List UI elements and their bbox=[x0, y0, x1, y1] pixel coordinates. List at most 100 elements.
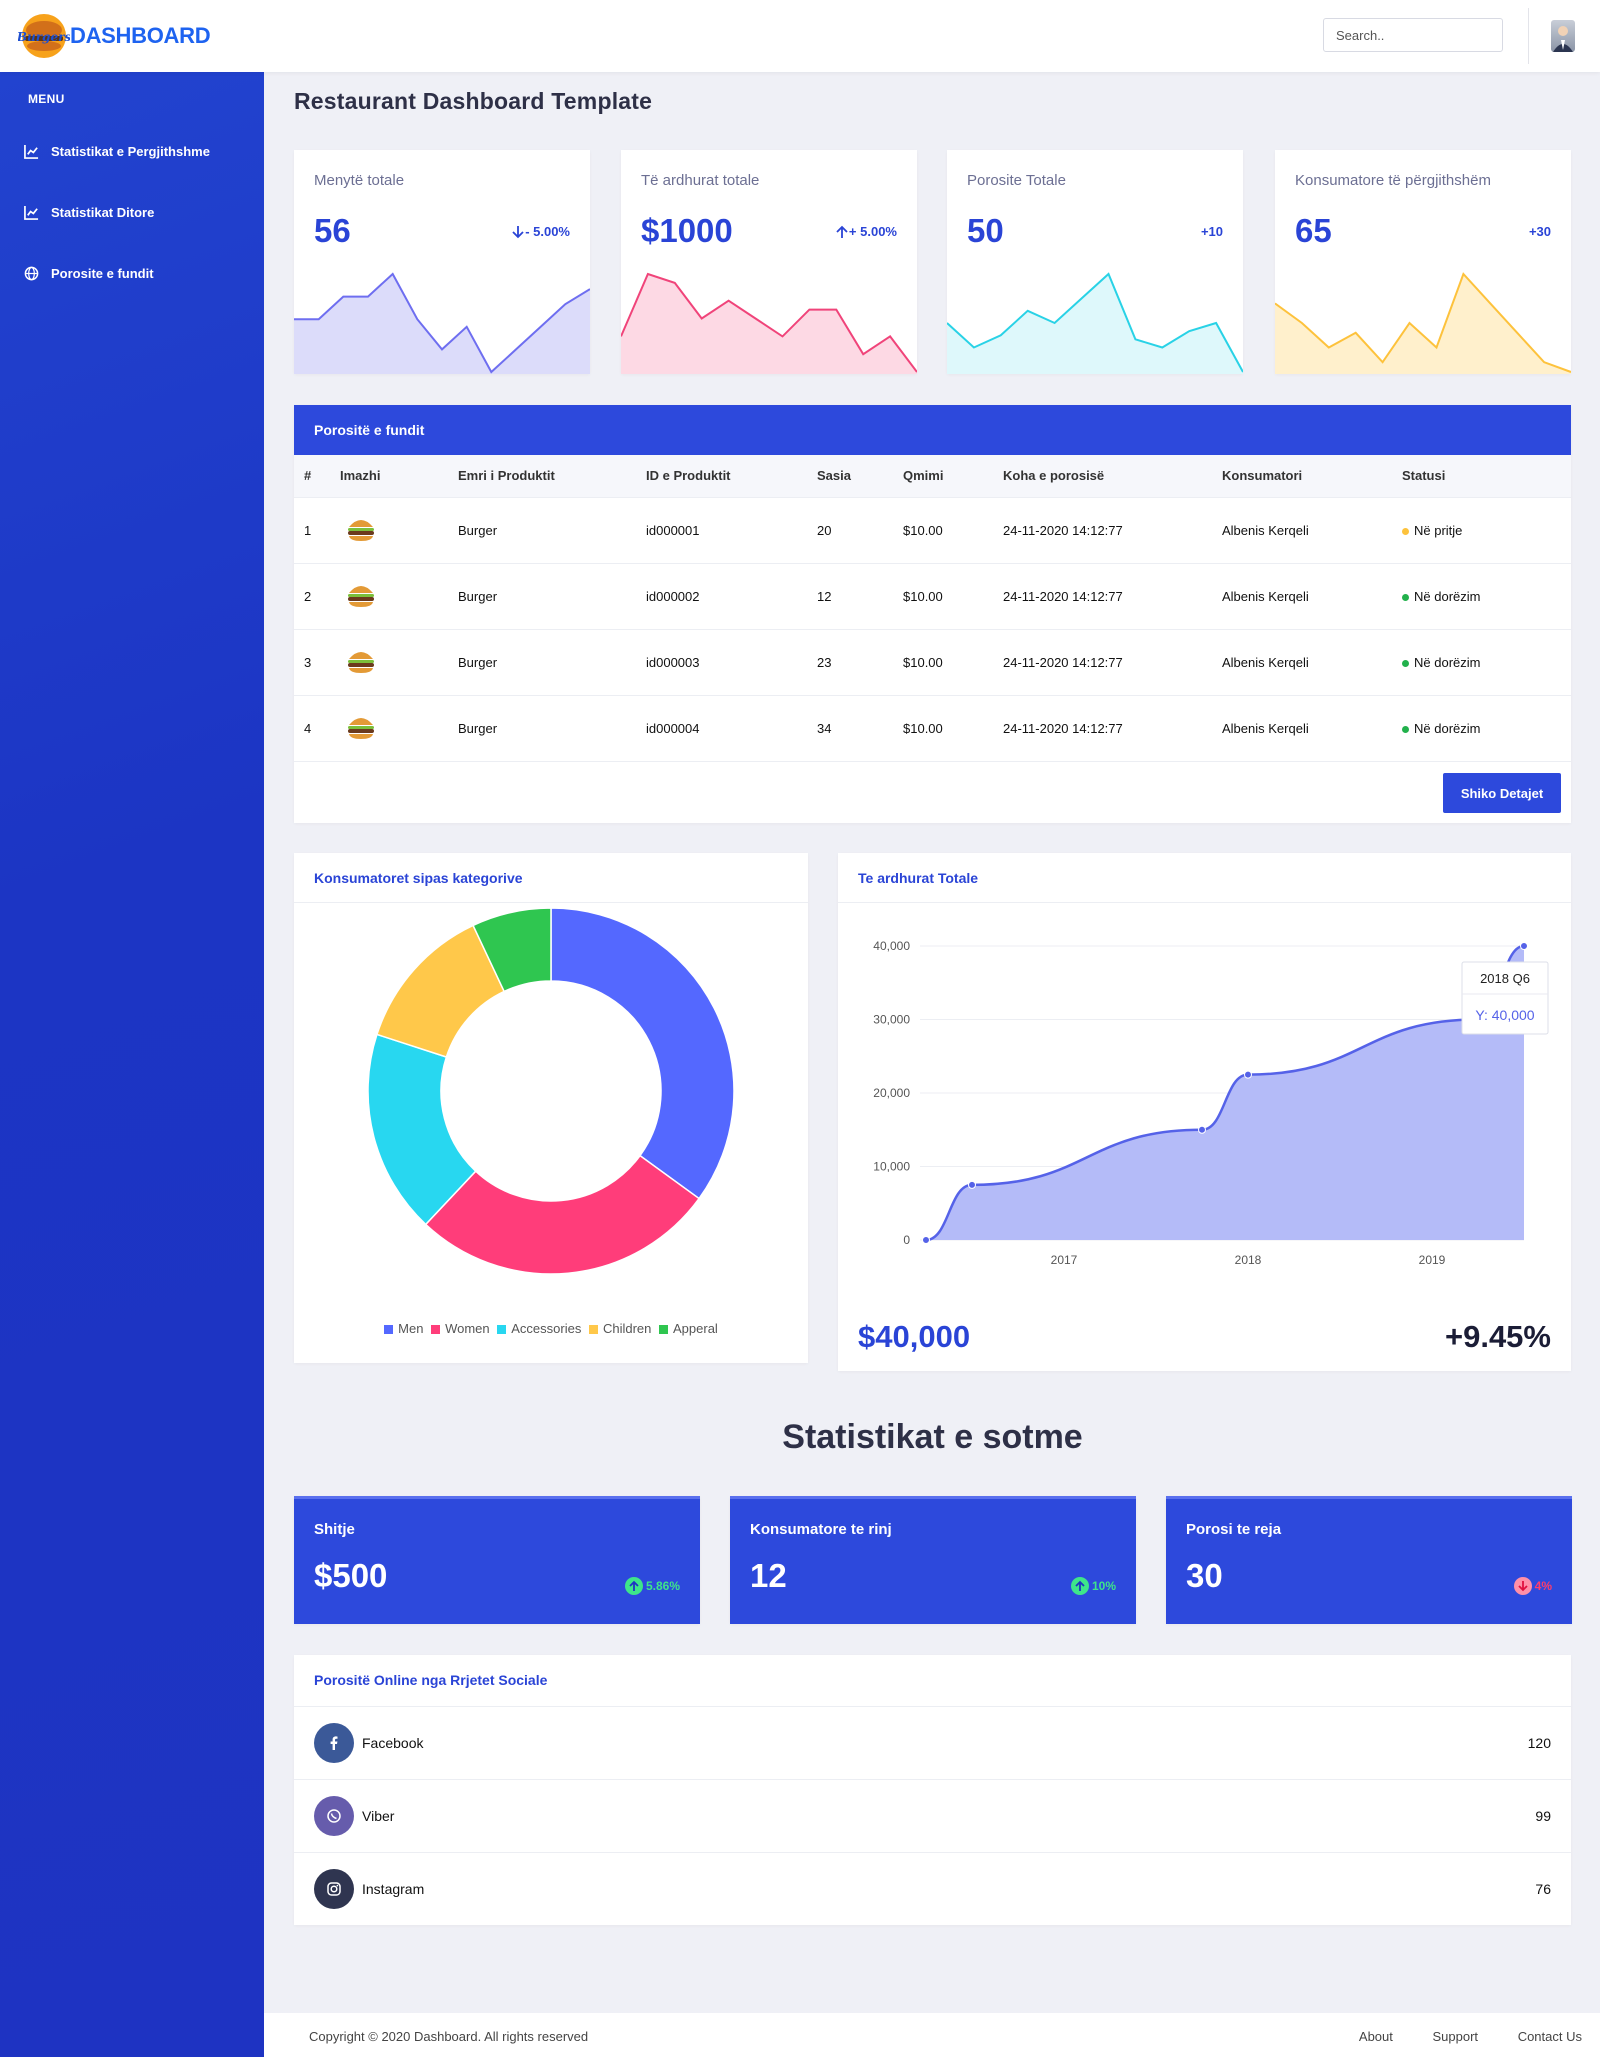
social-count: 99 bbox=[1535, 1808, 1551, 1824]
legend-item[interactable]: Accessories bbox=[497, 1321, 581, 1336]
legend-item[interactable]: Apperal bbox=[659, 1321, 718, 1336]
legend-swatch bbox=[431, 1325, 441, 1335]
cell-price: $10.00 bbox=[903, 563, 1003, 630]
orders-table: # Imazhi Emri i Produktit ID e Produktit… bbox=[294, 455, 1571, 762]
today-value: $500 bbox=[314, 1557, 388, 1594]
logo[interactable]: Burgers DASHBOARD bbox=[16, 10, 211, 62]
stat-label: Porosite Totale bbox=[967, 172, 1066, 189]
donut-slice[interactable] bbox=[472, 908, 552, 993]
list-item[interactable]: Instagram 76 bbox=[294, 1852, 1571, 1925]
stat-change: +10 bbox=[1200, 224, 1223, 239]
sparkline-chart bbox=[947, 272, 1243, 374]
sparkline-line bbox=[621, 272, 917, 373]
logo-text: DASHBOARD bbox=[70, 23, 211, 48]
data-point[interactable] bbox=[1244, 1070, 1252, 1079]
status-badge: Në dorëzim bbox=[1414, 654, 1481, 670]
cell-image bbox=[340, 497, 458, 564]
today-card-new-orders: Porosi te reja 30 4% bbox=[1166, 1496, 1572, 1624]
copyright: Copyright © 2020 Dashboard. All rights r… bbox=[309, 2029, 589, 2044]
today-change: 5.86% bbox=[624, 1577, 680, 1595]
tooltip-value: Y: 40,000 bbox=[1475, 1007, 1534, 1023]
today-change: 4% bbox=[1513, 1577, 1552, 1595]
revenue-total: $40,000 bbox=[858, 1319, 971, 1354]
panel-title: Porositë Online nga Rrjetet Sociale bbox=[314, 1672, 548, 1688]
table-row[interactable]: 2 Burger id000002 12 $10.00 24-11-2020 14:12:… bbox=[294, 563, 1571, 630]
data-point[interactable] bbox=[1198, 1125, 1206, 1134]
cell-quantity: 20 bbox=[817, 497, 903, 564]
y-tick-label: 10,000 bbox=[873, 1160, 910, 1174]
table-row[interactable]: 4 Burger id000004 34 $10.00 24-11-2020 14:12:… bbox=[294, 695, 1571, 762]
facebook-icon bbox=[314, 1723, 354, 1763]
footer-link-about[interactable]: About bbox=[1358, 2029, 1393, 2044]
status-badge: Në pritje bbox=[1414, 522, 1463, 538]
data-point[interactable] bbox=[968, 1180, 976, 1189]
sparkline-chart bbox=[294, 272, 590, 374]
cell-product-id: id000001 bbox=[646, 497, 817, 564]
list-item[interactable]: Viber 99 bbox=[294, 1779, 1571, 1852]
status-badge: Në dorëzim bbox=[1414, 588, 1481, 604]
status-dot bbox=[1402, 593, 1409, 601]
revenue-area-chart: 0 10,000 20,000 30,000 40,000 2017 2018 2019 201… bbox=[873, 939, 1549, 1267]
donut-chart bbox=[367, 908, 735, 1275]
burger-icon bbox=[348, 651, 374, 673]
cell-product-id: id000003 bbox=[646, 629, 817, 696]
cell-status: Në dorëzim bbox=[1402, 629, 1571, 696]
col-header: Statusi bbox=[1402, 455, 1571, 498]
table-row[interactable]: 1 Burger id000001 20 $10.00 24-11-2020 14:12:… bbox=[294, 497, 1571, 564]
burger-icon bbox=[348, 585, 374, 607]
y-tick-label: 30,000 bbox=[873, 1013, 910, 1027]
y-tick-label: 40,000 bbox=[873, 939, 910, 953]
social-name: Facebook bbox=[362, 1735, 424, 1751]
sparkline-chart bbox=[621, 272, 917, 374]
cell-order-time: 24-11-2020 14:12:77 bbox=[1003, 563, 1222, 630]
cell-price: $10.00 bbox=[903, 695, 1003, 762]
legend-swatch bbox=[497, 1325, 507, 1335]
sparkline-line bbox=[947, 272, 1243, 373]
legend-swatch bbox=[588, 1325, 598, 1335]
sidebar-item-general-stats[interactable]: Statistikat e Pergjithshme bbox=[24, 144, 210, 159]
social-name: Instagram bbox=[362, 1881, 425, 1897]
stat-label: Të ardhurat totale bbox=[641, 172, 760, 189]
sidebar-item-daily-stats[interactable]: Statistikat Ditore bbox=[24, 205, 154, 220]
donut-slice[interactable] bbox=[424, 1154, 701, 1275]
sidebar-item-label: Porosite e fundit bbox=[51, 266, 154, 281]
cell-number: 2 bbox=[294, 563, 340, 630]
footer-link-contact[interactable]: Contact Us bbox=[1517, 2029, 1582, 2044]
cell-status: Në pritje bbox=[1402, 497, 1571, 564]
cell-quantity: 12 bbox=[817, 563, 903, 630]
legend-item[interactable]: Men bbox=[384, 1321, 423, 1336]
data-point[interactable] bbox=[1520, 942, 1528, 950]
today-label: Konsumatore te rinj bbox=[750, 1521, 892, 1538]
recent-orders-card: Porositë e fundit # Imazhi Emri i Produk… bbox=[294, 405, 1571, 823]
area-fill bbox=[926, 946, 1524, 1240]
sidebar-item-recent-orders[interactable]: Porosite e fundit bbox=[24, 266, 154, 281]
status-dot bbox=[1402, 725, 1409, 733]
cell-price: $10.00 bbox=[903, 497, 1003, 564]
data-point[interactable] bbox=[922, 1236, 930, 1244]
table-row[interactable]: 3 Burger id000003 23 $10.00 24-11-2020 14:12:… bbox=[294, 629, 1571, 696]
cell-customer: Albenis Kerqeli bbox=[1222, 563, 1402, 630]
x-tick-label: 2019 bbox=[1419, 1253, 1446, 1267]
legend-item[interactable]: Children bbox=[588, 1321, 651, 1336]
tooltip-title: 2018 Q6 bbox=[1480, 971, 1530, 986]
footer-link-support[interactable]: Support bbox=[1432, 2029, 1479, 2044]
cell-status: Në dorëzim bbox=[1402, 563, 1571, 630]
avatar[interactable] bbox=[1551, 20, 1575, 52]
stat-card-customers: Konsumatore të përgjithshëm 65 +30 bbox=[1275, 150, 1571, 374]
chart-line-icon bbox=[24, 205, 39, 220]
stat-change: - 5.00% bbox=[511, 224, 570, 239]
stat-value: 65 bbox=[1295, 212, 1332, 249]
legend-swatch bbox=[384, 1325, 394, 1335]
donut-slice[interactable] bbox=[550, 908, 735, 1200]
arrow-up-circle-icon bbox=[624, 1577, 643, 1595]
today-label: Porosi te reja bbox=[1186, 1521, 1282, 1538]
burger-icon bbox=[348, 717, 374, 739]
list-item[interactable]: Facebook 120 bbox=[294, 1706, 1571, 1779]
panel-title: Konsumatoret sipas kategorive bbox=[294, 853, 808, 903]
cell-quantity: 34 bbox=[817, 695, 903, 762]
search-input[interactable] bbox=[1323, 18, 1503, 52]
cell-product-name: Burger bbox=[458, 497, 646, 564]
view-details-button[interactable]: Shiko Detajet bbox=[1443, 773, 1561, 813]
legend-item[interactable]: Women bbox=[431, 1321, 490, 1336]
stat-label: Menytë totale bbox=[314, 172, 405, 189]
